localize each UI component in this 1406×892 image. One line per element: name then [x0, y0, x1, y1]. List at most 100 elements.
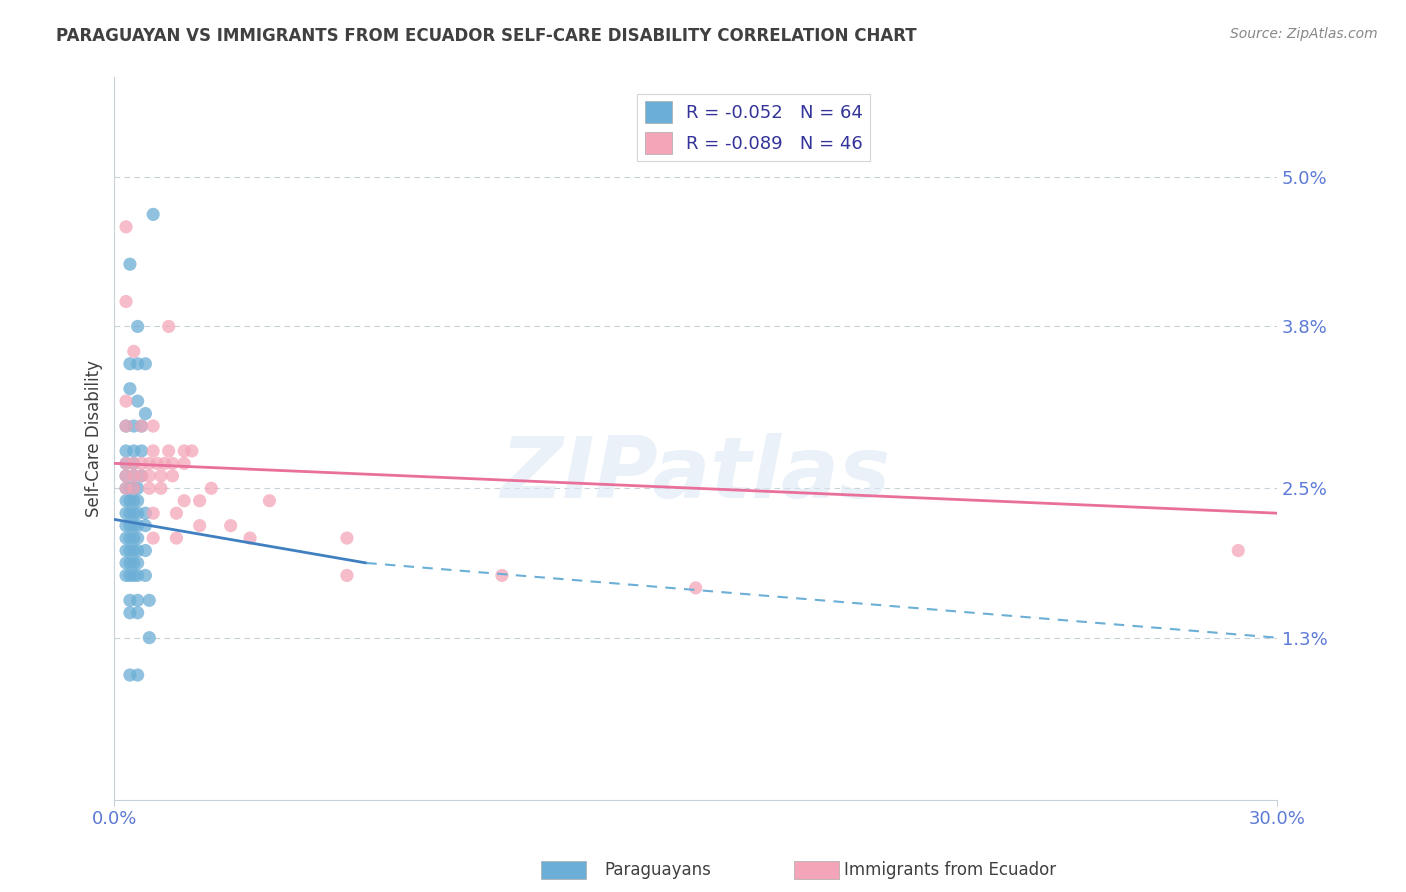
Point [115, 394, 138, 409]
Text: Immigrants from Ecuador: Immigrants from Ecuador [844, 861, 1056, 879]
Point [118, 357, 141, 371]
Point [115, 531, 138, 545]
Point [127, 556, 149, 570]
Point [127, 493, 149, 508]
Point [118, 518, 141, 533]
Point [138, 593, 160, 607]
Point [122, 456, 145, 470]
Point [1227, 543, 1250, 558]
Point [115, 468, 138, 483]
Point [138, 481, 160, 495]
Point [122, 518, 145, 533]
Point [118, 593, 141, 607]
Point [188, 493, 211, 508]
Point [115, 419, 138, 434]
Point [122, 419, 145, 434]
Point [115, 543, 138, 558]
Point [115, 468, 138, 483]
Point [153, 456, 176, 470]
Point [115, 456, 138, 470]
Point [127, 481, 149, 495]
Point [115, 506, 138, 520]
Text: Paraguayans: Paraguayans [605, 861, 711, 879]
Point [115, 456, 138, 470]
Point [118, 493, 141, 508]
Point [118, 257, 141, 271]
Point [491, 568, 513, 582]
Point [336, 531, 359, 545]
Point [118, 506, 141, 520]
Point [127, 606, 149, 620]
Point [122, 468, 145, 483]
Point [157, 444, 180, 458]
Point [122, 444, 145, 458]
Point [131, 419, 153, 434]
Point [131, 444, 153, 458]
Point [127, 543, 149, 558]
Point [142, 419, 165, 434]
Point [173, 456, 195, 470]
Text: PARAGUAYAN VS IMMIGRANTS FROM ECUADOR SELF-CARE DISABILITY CORRELATION CHART: PARAGUAYAN VS IMMIGRANTS FROM ECUADOR SE… [56, 27, 917, 45]
Point [118, 543, 141, 558]
Point [115, 518, 138, 533]
Point [239, 531, 262, 545]
Point [131, 468, 153, 483]
Point [127, 568, 149, 582]
Point [131, 468, 153, 483]
Point [118, 481, 141, 495]
Point [118, 556, 141, 570]
Point [115, 481, 138, 495]
Point [122, 543, 145, 558]
Point [127, 319, 149, 334]
Point [122, 481, 145, 495]
Point [173, 444, 195, 458]
Point [142, 531, 165, 545]
Point [115, 493, 138, 508]
Point [134, 506, 156, 520]
Point [127, 518, 149, 533]
Point [149, 481, 172, 495]
Point [142, 207, 165, 221]
Point [685, 581, 707, 595]
Point [122, 456, 145, 470]
Point [336, 568, 359, 582]
Point [173, 493, 195, 508]
Point [118, 531, 141, 545]
Point [127, 531, 149, 545]
Point [134, 357, 156, 371]
Point [180, 444, 202, 458]
Point [127, 394, 149, 409]
Point [162, 456, 184, 470]
Point [134, 543, 156, 558]
Point [115, 568, 138, 582]
Point [115, 294, 138, 309]
Point [118, 568, 141, 582]
Point [127, 593, 149, 607]
Point [142, 444, 165, 458]
Point [138, 631, 160, 645]
Point [200, 481, 222, 495]
Point [122, 344, 145, 359]
Point [115, 481, 138, 495]
Point [259, 493, 281, 508]
Point [122, 468, 145, 483]
Y-axis label: Self-Care Disability: Self-Care Disability [86, 360, 103, 517]
Point [134, 518, 156, 533]
Point [122, 481, 145, 495]
Point [127, 506, 149, 520]
Point [127, 357, 149, 371]
Point [118, 668, 141, 682]
Point [149, 468, 172, 483]
Point [165, 506, 187, 520]
Point [165, 531, 187, 545]
Point [115, 419, 138, 434]
Point [134, 568, 156, 582]
Point [122, 556, 145, 570]
Point [115, 219, 138, 234]
Point [118, 382, 141, 396]
Text: ZIPatlas: ZIPatlas [501, 434, 891, 516]
Point [131, 419, 153, 434]
Point [115, 444, 138, 458]
Point [142, 506, 165, 520]
Point [122, 568, 145, 582]
